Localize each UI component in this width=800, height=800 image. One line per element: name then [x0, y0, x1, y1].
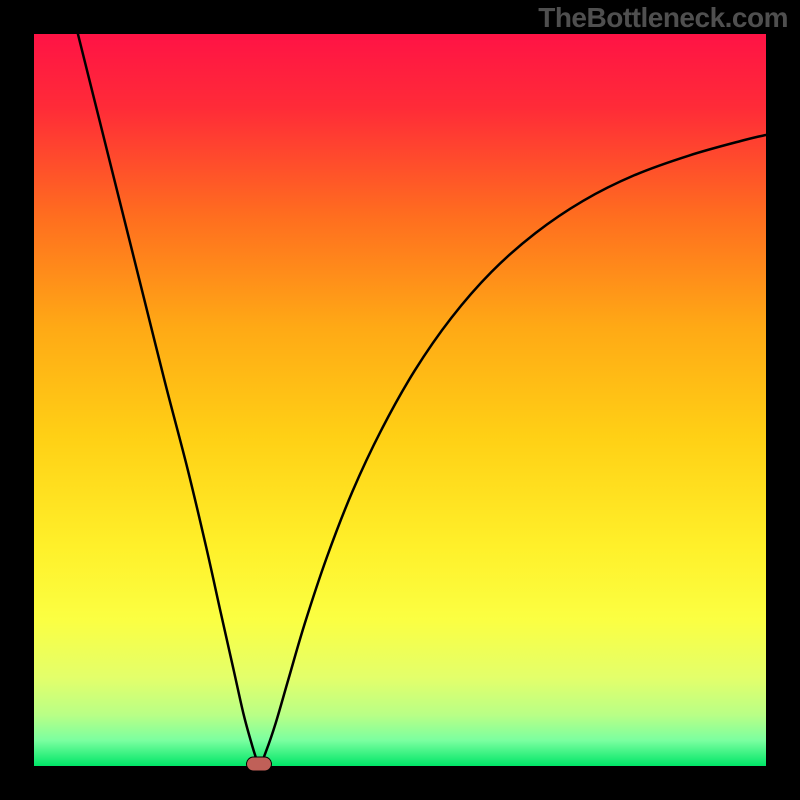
- curve-layer: [34, 34, 766, 766]
- minimum-marker: [246, 756, 272, 771]
- bottleneck-curve: [78, 34, 766, 766]
- chart-canvas: TheBottleneck.com: [0, 0, 800, 800]
- watermark-text: TheBottleneck.com: [538, 2, 788, 34]
- plot-area: [34, 34, 766, 766]
